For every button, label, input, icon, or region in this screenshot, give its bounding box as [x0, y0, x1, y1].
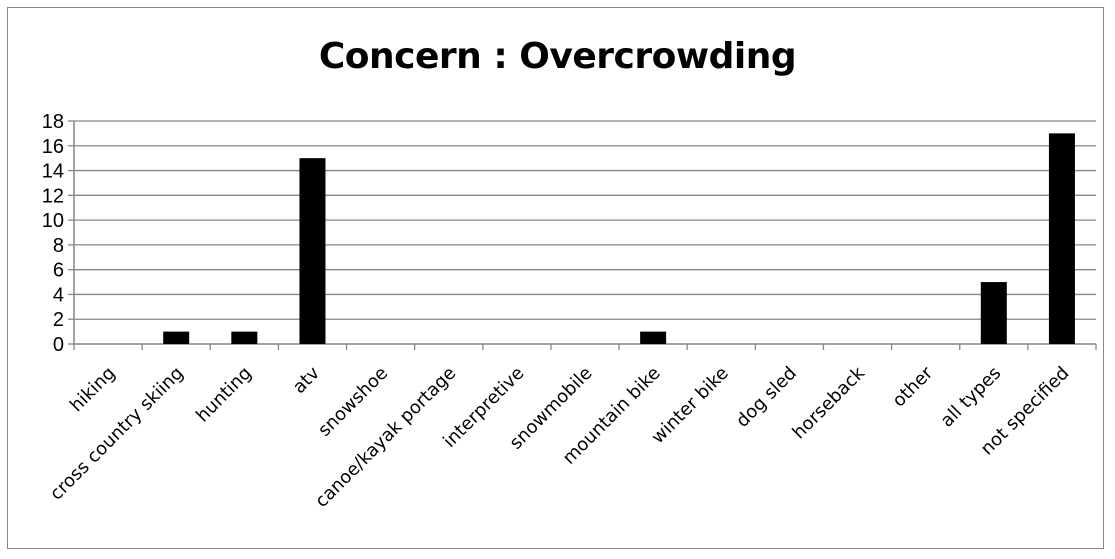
x-category-label: horseback — [788, 362, 869, 443]
bar — [640, 331, 667, 344]
x-category-label: hiking — [66, 363, 120, 417]
y-tick-label: 10 — [42, 210, 64, 232]
gridlines — [74, 120, 1096, 320]
bars — [163, 133, 1075, 344]
y-tick-label: 12 — [42, 185, 64, 207]
bar — [163, 331, 190, 344]
y-tick-label: 14 — [42, 161, 64, 183]
bar — [299, 158, 326, 344]
x-category-label: atv — [289, 362, 324, 397]
x-category-label: hunting — [192, 363, 256, 427]
chart-title: Concern : Overcrowding — [318, 36, 797, 77]
bar — [231, 331, 258, 344]
y-tick-label: 16 — [42, 136, 64, 158]
y-tick-label: 18 — [42, 111, 64, 133]
axes — [68, 120, 1097, 350]
x-category-label: cross country skiing — [46, 363, 188, 505]
x-category-label: dog sled — [732, 363, 801, 432]
y-tick-label: 2 — [53, 309, 64, 331]
x-category-label: all types — [937, 363, 1006, 432]
chart-frame — [7, 7, 1104, 549]
bar — [980, 282, 1007, 344]
y-tick-label: 4 — [53, 284, 64, 306]
x-category-label: other — [888, 362, 937, 411]
y-tick-label: 8 — [53, 235, 64, 257]
y-tick-label: 0 — [53, 334, 64, 356]
bar — [1048, 133, 1075, 344]
y-tick-label: 6 — [53, 260, 64, 282]
